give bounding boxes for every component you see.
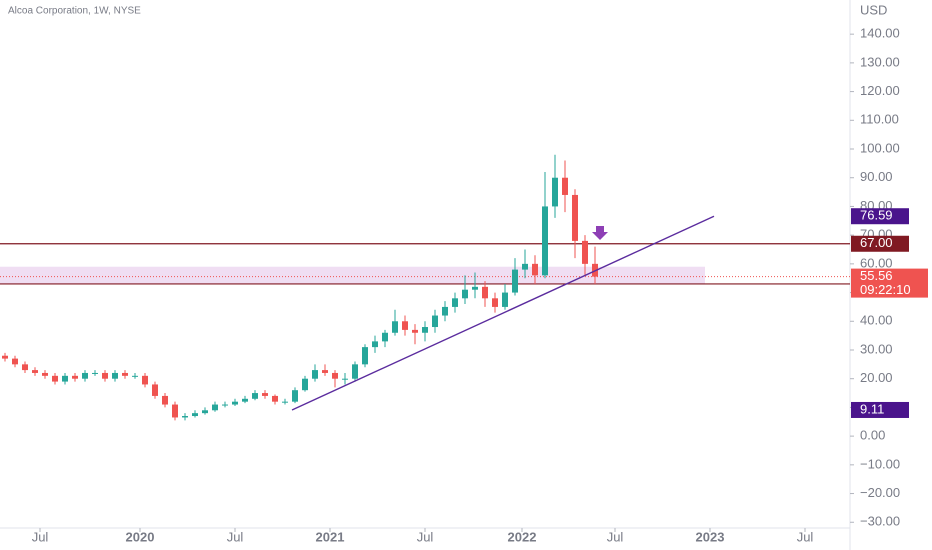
candle-body <box>272 395 278 402</box>
y-tick-label: −30.00 <box>860 514 900 529</box>
x-tick-label: 2021 <box>316 529 345 544</box>
candle-body <box>2 355 8 359</box>
candle-body <box>172 404 178 418</box>
x-tick-label: Jul <box>797 529 814 544</box>
candle-body <box>452 298 458 307</box>
candle-body <box>582 240 588 264</box>
candle-body <box>302 378 308 391</box>
plot <box>0 154 850 421</box>
candle-body <box>422 327 428 333</box>
candle-body <box>112 372 118 379</box>
x-tick-label: Jul <box>607 529 624 544</box>
candle-body <box>162 395 168 405</box>
candle-body <box>212 404 218 411</box>
trendline <box>291 215 715 411</box>
candle-body <box>152 384 158 396</box>
candle-body <box>202 410 208 414</box>
candle-body <box>392 321 398 333</box>
currency: USD <box>860 2 887 17</box>
candle-body <box>502 292 508 307</box>
candle-body <box>552 177 558 207</box>
y-tick-label: 20.00 <box>860 370 893 385</box>
candle-body <box>132 375 138 377</box>
candle-body <box>492 298 498 307</box>
candle-body <box>42 372 48 376</box>
price-label: 76.59 <box>860 208 893 223</box>
arrow-marker <box>592 226 608 240</box>
price-label: 67.00 <box>860 235 893 250</box>
candle-body <box>92 372 98 374</box>
x-tick-label: Jul <box>227 529 244 544</box>
y-tick-label: 130.00 <box>860 54 900 69</box>
candle-body <box>322 370 328 373</box>
y-tick-label: −10.00 <box>860 456 900 471</box>
candle-body <box>222 404 228 406</box>
candle-body <box>82 372 88 379</box>
price-label-bg <box>851 235 909 252</box>
chart-title: Alcoa Corporation, 1W, NYSE <box>8 6 141 17</box>
candle-body <box>412 329 418 333</box>
zone <box>0 266 705 284</box>
candle-body <box>192 413 198 417</box>
candle-body <box>252 393 258 399</box>
candle-body <box>62 375 68 382</box>
candle-body <box>262 393 268 396</box>
y-tick-label: 60.00 <box>860 255 893 270</box>
candle-body <box>232 401 238 405</box>
candle-body <box>372 341 378 348</box>
candle-body <box>72 375 78 379</box>
y-tick-label: 90.00 <box>860 169 893 184</box>
x-tick-label: Jul <box>32 529 49 544</box>
candle-body <box>402 321 408 330</box>
candle-body <box>482 286 488 299</box>
last-price-label: 55.56 <box>860 268 893 283</box>
price-label-bg <box>851 208 909 225</box>
x-tick-label: 2023 <box>696 529 725 544</box>
candle-body <box>462 289 468 299</box>
candle-body <box>512 269 518 293</box>
candle-body <box>102 372 108 379</box>
last-price-bg <box>851 268 928 298</box>
y-tick-label: 140.00 <box>860 26 900 41</box>
candle-body <box>142 375 148 385</box>
candle-body <box>572 194 578 241</box>
candle-body <box>522 263 528 270</box>
y-tick-label: 40.00 <box>860 313 893 328</box>
candle-body <box>472 286 478 290</box>
candle-body <box>562 177 568 195</box>
candle-body <box>32 370 38 373</box>
candle-body <box>382 332 388 342</box>
candle-body <box>22 364 28 371</box>
y-tick-label: 0.00 <box>860 428 885 443</box>
y-tick-label: 110.00 <box>860 112 899 127</box>
candle-body <box>282 401 288 403</box>
candle-body <box>12 358 18 365</box>
candle-body <box>122 372 128 376</box>
price-label-bg <box>851 401 909 418</box>
candle-body <box>432 315 438 328</box>
countdown-label: 09:22:10 <box>860 282 911 297</box>
candle-body <box>442 306 448 316</box>
x-tick-label: 2020 <box>126 529 155 544</box>
candle-body <box>342 378 348 380</box>
candle-body <box>292 390 298 402</box>
y-tick-label: −20.00 <box>860 485 900 500</box>
x-tick-label: Jul <box>417 529 434 544</box>
price-label: 9.11 <box>860 401 884 416</box>
candle-body <box>532 263 538 276</box>
candle-body <box>52 375 58 382</box>
y-tick-label: 100.00 <box>860 140 900 155</box>
candle-body <box>242 398 248 402</box>
y-tick-label: 120.00 <box>860 83 900 98</box>
x-tick-label: 2022 <box>508 529 537 544</box>
y-tick-label: 30.00 <box>860 341 893 356</box>
candle-body <box>332 372 338 379</box>
candle-body <box>312 370 318 379</box>
candle-body <box>182 416 188 418</box>
candle-body <box>352 364 358 379</box>
candle-body <box>362 347 368 365</box>
candle-body <box>542 206 548 276</box>
